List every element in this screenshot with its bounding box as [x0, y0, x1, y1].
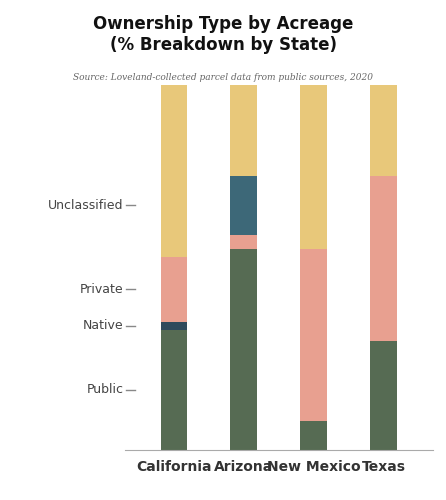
- Bar: [301, 421, 327, 450]
- Bar: [161, 330, 187, 450]
- Bar: [231, 176, 257, 234]
- Bar: [161, 256, 187, 322]
- Text: Public: Public: [87, 384, 124, 396]
- Text: Ownership Type by Acreage
(% Breakdown by State): Ownership Type by Acreage (% Breakdown b…: [93, 15, 353, 54]
- Text: Source: Loveland-collected parcel data from public sources, 2020: Source: Loveland-collected parcel data f…: [73, 72, 373, 82]
- Text: Unclassified: Unclassified: [48, 199, 124, 212]
- Bar: [231, 249, 257, 450]
- Bar: [370, 85, 397, 176]
- Bar: [161, 85, 187, 256]
- Bar: [231, 234, 257, 249]
- Text: Native: Native: [83, 320, 124, 332]
- Bar: [231, 85, 257, 176]
- Bar: [301, 85, 327, 249]
- Bar: [370, 340, 397, 450]
- Text: Private: Private: [80, 283, 124, 296]
- Bar: [161, 322, 187, 330]
- Bar: [370, 176, 397, 340]
- Bar: [301, 250, 327, 421]
